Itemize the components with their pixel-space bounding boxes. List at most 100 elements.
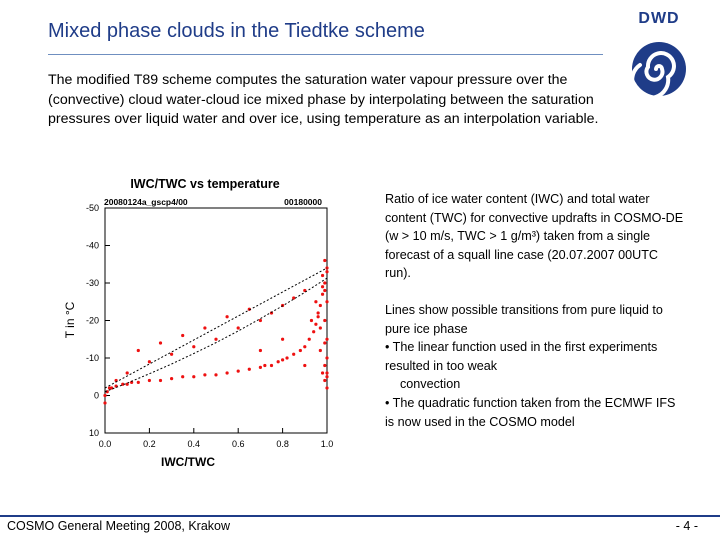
- scatter-point: [318, 348, 322, 353]
- scatter-point: [103, 393, 107, 398]
- title-rule: [48, 54, 603, 55]
- scatter-point: [314, 300, 318, 304]
- dwd-wordmark: DWD: [638, 10, 680, 27]
- scatter-point: [258, 348, 262, 353]
- x-tick-label: 0.8: [276, 439, 289, 449]
- scatter-point: [263, 363, 267, 368]
- scatter-point: [325, 300, 329, 304]
- dwd-spiral-logo-icon: [630, 42, 686, 100]
- footer-meeting: COSMO General Meeting 2008, Krakow: [7, 519, 231, 533]
- y-axis-label: T in °C: [63, 301, 77, 338]
- scatter-point: [214, 373, 218, 377]
- scatter-point: [269, 363, 274, 368]
- scatter-point: [323, 378, 327, 383]
- x-tick-label: 0.2: [143, 439, 156, 449]
- scatter-point: [281, 358, 285, 362]
- x-tick-label: 0.0: [99, 439, 112, 449]
- notes-heading: Lines show possible transitions from pur…: [385, 303, 663, 336]
- y-tick-label: 0: [94, 391, 99, 401]
- scatter-point: [323, 363, 327, 368]
- scatter-point: [298, 348, 302, 353]
- notes-block: Lines show possible transitions from pur…: [385, 301, 685, 431]
- scatter-point: [203, 373, 207, 377]
- scatter-point: [125, 371, 129, 375]
- scatter-point: [323, 341, 327, 345]
- scatter-point: [107, 386, 112, 390]
- y-tick-label: -30: [86, 278, 99, 288]
- notes-bullet-linear-cont: convection: [400, 377, 461, 392]
- scatter-point: [325, 337, 329, 341]
- scatter-point: [147, 360, 151, 364]
- scatter-point: [285, 356, 289, 360]
- x-tick-label: 0.6: [232, 439, 245, 449]
- scatter-point: [323, 318, 327, 323]
- quadratic-transition-line: [104, 277, 328, 393]
- chart-time-label: 00180000: [284, 197, 322, 207]
- intro-paragraph: The modified T89 scheme computes the sat…: [48, 72, 599, 128]
- scatter-point: [292, 296, 296, 300]
- scatter-point: [323, 281, 327, 285]
- x-axis-label: IWC/TWC: [161, 455, 215, 469]
- scatter-point: [316, 315, 320, 319]
- scatter-point: [307, 337, 311, 341]
- scatter-point: [292, 352, 296, 356]
- dwd-logo: DWD: [628, 10, 690, 106]
- scatter-point: [316, 311, 320, 315]
- transition-lines: [104, 267, 328, 393]
- scatter-point: [125, 382, 129, 386]
- scatter-point: [312, 330, 316, 334]
- scatter-point: [325, 375, 329, 379]
- scatter-chart: IWC/TWC vs temperature 20080124a_gscp4/0…: [60, 168, 360, 473]
- scatter-point: [203, 326, 207, 330]
- scatter-point: [314, 322, 318, 326]
- y-tick-label: -20: [86, 316, 99, 326]
- scatter-point: [309, 318, 314, 323]
- scatter-point: [130, 380, 134, 384]
- scatter-point: [320, 371, 325, 375]
- plot-frame: [104, 207, 328, 434]
- scatter-point: [136, 380, 140, 384]
- scatter-point: [281, 337, 285, 341]
- scatter-point: [147, 378, 151, 383]
- scatter-point: [225, 315, 229, 319]
- x-tick-label: 0.4: [188, 439, 201, 449]
- scatter-point: [236, 369, 240, 373]
- scatter-point: [325, 371, 329, 375]
- scatter-point: [236, 326, 240, 330]
- scatter-point: [320, 292, 325, 296]
- scatter-point: [121, 382, 125, 386]
- figure-caption: Ratio of ice water content (IWC) and tot…: [385, 192, 684, 281]
- scatter-point: [136, 348, 140, 353]
- scatter-point: [320, 273, 325, 278]
- scatter-point: [303, 345, 307, 349]
- scatter-point: [225, 371, 229, 375]
- scatter-point: [325, 270, 329, 274]
- scatter-point: [192, 375, 196, 379]
- y-tick-label: -40: [86, 241, 99, 251]
- scatter-point: [247, 367, 251, 371]
- scatter-point: [320, 285, 325, 289]
- notes-bullet-linear: • The linear function used in the first …: [385, 340, 658, 373]
- scatter-point: [192, 345, 196, 349]
- scatter-point: [103, 401, 107, 405]
- chart-run-label: 20080124a_gscp4/00: [104, 197, 188, 207]
- footer-rule: [0, 515, 720, 517]
- footer-page-number: - 4 -: [675, 519, 698, 533]
- data-points: [103, 258, 329, 405]
- scatter-point: [181, 333, 185, 338]
- y-tick-label: -50: [86, 203, 99, 213]
- scatter-plot-svg: IWC/TWC vs temperature 20080124a_gscp4/0…: [63, 177, 333, 469]
- y-tick-label: 10: [89, 428, 99, 438]
- notes-bullet-quadratic: • The quadratic function taken from the …: [385, 395, 676, 429]
- y-tick-label: -10: [86, 353, 99, 363]
- scatter-point: [325, 386, 329, 390]
- scatter-point: [318, 303, 322, 308]
- x-tick-label: 1.0: [321, 439, 334, 449]
- scatter-point: [258, 365, 262, 369]
- scatter-point: [158, 378, 163, 383]
- scatter-point: [170, 377, 174, 381]
- scatter-point: [181, 375, 185, 379]
- axis-ticks: 0.0 0.2 0.4 0.6 0.8 1.0 -50 -40 -30 -20 -10 0 10: [86, 203, 333, 449]
- scatter-point: [258, 318, 262, 323]
- scatter-point: [325, 356, 329, 360]
